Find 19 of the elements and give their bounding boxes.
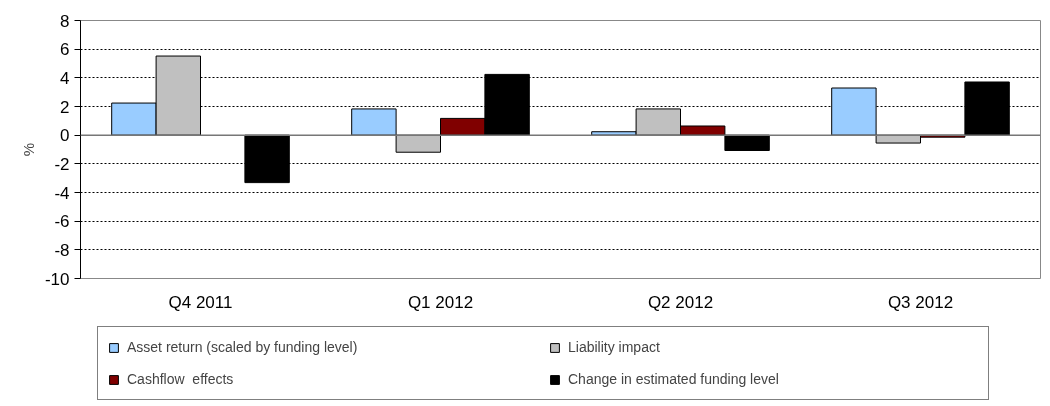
legend-label: Change in estimated funding level (568, 370, 780, 389)
y-tick-label: -6 (54, 212, 70, 232)
x-tick-label: Q3 2012 (887, 292, 954, 312)
x-tick-label: Q4 2011 (168, 292, 233, 312)
x-tick-label: Q2 2012 (647, 292, 714, 312)
y-tick-label: 6 (60, 40, 70, 60)
y-tick-label: -10 (44, 269, 70, 289)
y-tick-label: 0 (60, 126, 70, 146)
y-tick-label: -2 (54, 154, 70, 174)
legend-label: Asset return (scaled by funding level) (127, 338, 359, 357)
legend-label: Cashflow effects (127, 370, 235, 389)
y-axis-title: % (19, 142, 37, 157)
y-tick-label: 8 (60, 11, 70, 31)
y-tick-label: -4 (54, 183, 70, 203)
y-tick-label: -8 (54, 240, 70, 260)
y-tick-label: 2 (60, 97, 70, 117)
legend-label: Liability impact (568, 338, 661, 357)
y-tick-label: 4 (60, 68, 70, 88)
x-tick-label: Q1 2012 (407, 292, 474, 312)
